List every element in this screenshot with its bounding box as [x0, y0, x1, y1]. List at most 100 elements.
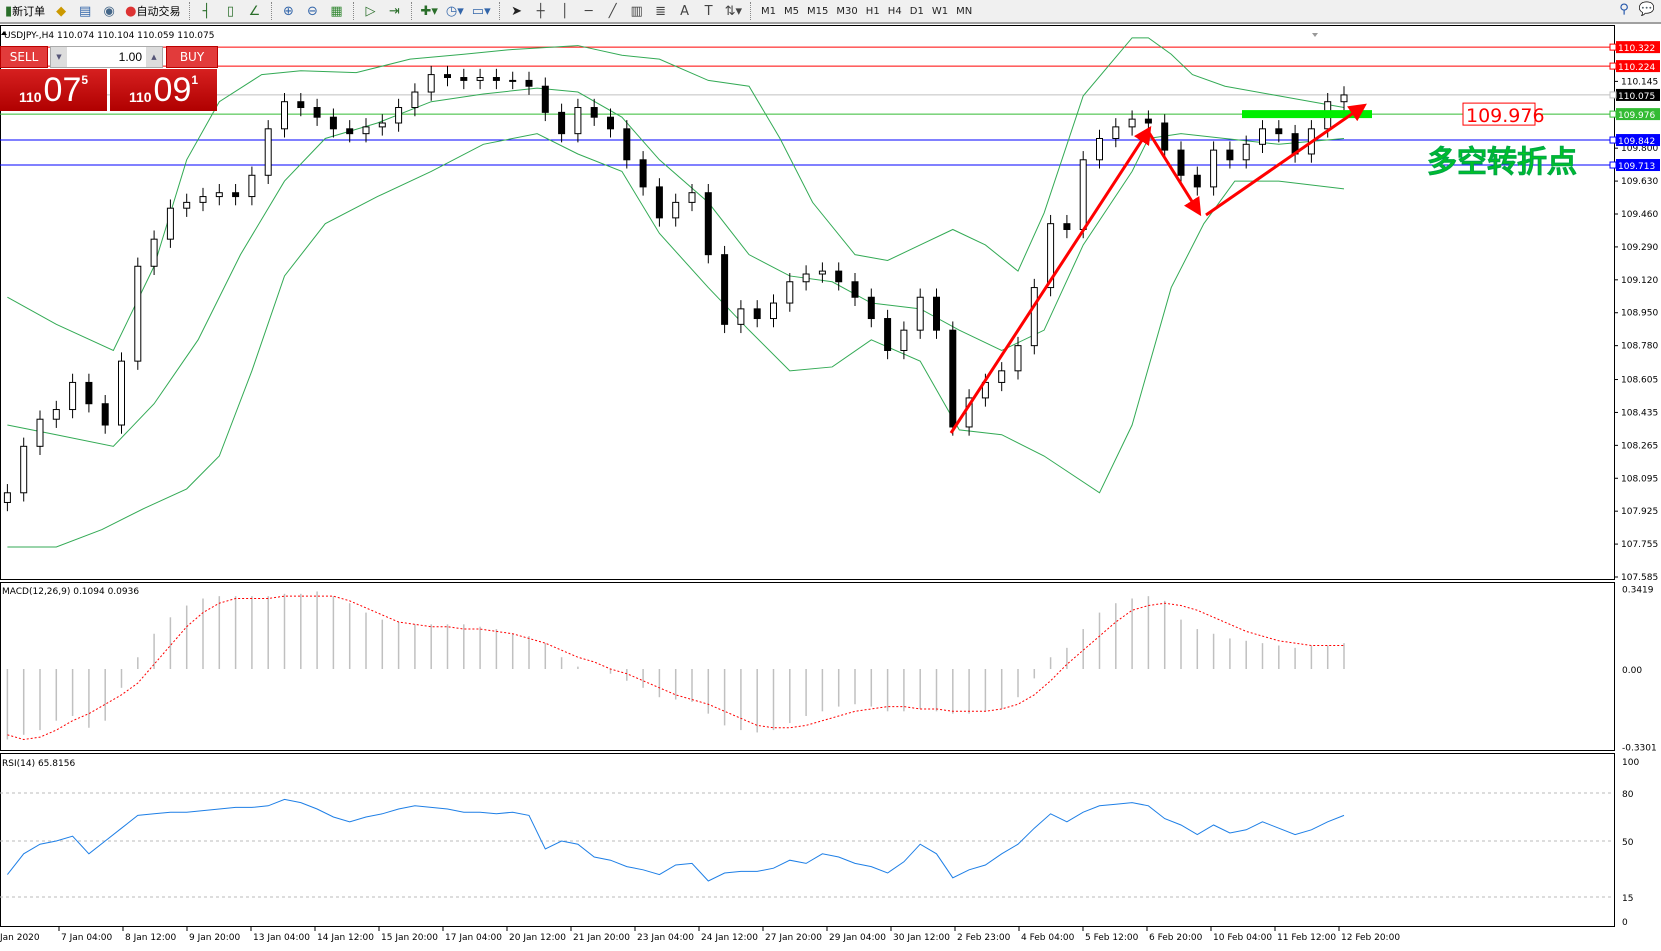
cursor-button[interactable]: ➤	[506, 1, 528, 21]
autoscroll-button[interactable]: ▷	[360, 1, 382, 21]
history-button[interactable]: ◆	[50, 1, 72, 21]
buy-button[interactable]: BUY	[166, 46, 218, 68]
line-handle[interactable]	[1609, 43, 1617, 51]
search-icon[interactable]: ⚲	[1619, 2, 1629, 17]
period-m15[interactable]: M15	[807, 5, 829, 17]
candle	[85, 381, 93, 405]
period-h4[interactable]: H4	[887, 5, 902, 17]
period-h1[interactable]: H1	[865, 5, 880, 17]
label-button[interactable]: T	[698, 1, 720, 21]
candle	[1096, 137, 1103, 161]
line-chart-button[interactable]: ∠	[244, 1, 266, 21]
period-w1[interactable]: W1	[931, 5, 949, 17]
candle	[900, 329, 908, 351]
period-m1[interactable]: M1	[761, 5, 777, 17]
period-mn[interactable]: MN	[956, 5, 973, 17]
chart-canvas[interactable]: USDJPY-,H4 110.074 110.104 110.059 110.0…	[0, 25, 1661, 948]
period-m30[interactable]: M30	[836, 5, 858, 17]
price-label-box[interactable]	[1462, 102, 1536, 126]
candle	[1112, 126, 1120, 139]
buy-price-pip: 1	[191, 73, 199, 87]
zoom-in-button[interactable]: ⊕	[278, 1, 300, 21]
arrows-icon: ⇅▾	[724, 3, 743, 19]
candle	[770, 302, 777, 320]
sell-button[interactable]: SELL	[0, 46, 48, 68]
line-handle[interactable]	[1609, 91, 1617, 99]
candle	[52, 409, 60, 420]
price-tick-label: 108.950	[1621, 309, 1658, 319]
buy-price[interactable]: 110 09 1	[110, 69, 217, 111]
channel-button[interactable]: ▥	[626, 1, 648, 21]
candle	[444, 74, 451, 79]
decrease-arrow-icon[interactable]: ▼	[51, 47, 67, 67]
new-order-button[interactable]: ▮ 新订单	[2, 1, 48, 21]
price-label: 110.224	[1618, 63, 1655, 73]
candle	[183, 201, 191, 209]
chat-icon[interactable]: 💬	[1638, 2, 1655, 17]
period-m5[interactable]: M5	[784, 5, 800, 17]
candle	[395, 107, 403, 124]
time-tick-label: 27 Jan 20:00	[765, 933, 822, 943]
new-order-icon: ▮	[5, 3, 13, 19]
period-button[interactable]: ◷▾	[443, 1, 467, 21]
period-selector: M1 M5 M15 M30 H1 H4 D1 W1 MN	[757, 1, 976, 21]
candle	[20, 445, 28, 494]
period-d1[interactable]: D1	[909, 5, 924, 17]
line-handle[interactable]	[1609, 136, 1617, 144]
trend-arrow[interactable]	[1146, 130, 1202, 217]
trend-arrow[interactable]	[1205, 103, 1367, 217]
price-label: 110.075	[1618, 92, 1655, 102]
fibonacci-button[interactable]: ≣	[650, 1, 672, 21]
bar-chart-button[interactable]: ┤	[196, 1, 218, 21]
chart-window[interactable]: USDJPY-,H4 110.074 110.104 110.059 110.0…	[0, 25, 1661, 948]
separator	[410, 2, 413, 20]
data-button[interactable]: ▤	[74, 1, 96, 21]
price-tick-label: 108.265	[1621, 441, 1658, 451]
price-tick-label: 109.290	[1621, 243, 1658, 253]
period-icon: ◷▾	[445, 3, 464, 19]
candle-chart-button[interactable]: ▯	[220, 1, 242, 21]
candle	[818, 270, 826, 275]
line-handle[interactable]	[1609, 161, 1617, 169]
collapse-triangle-icon[interactable]	[1, 31, 7, 35]
tile-button[interactable]: ▦	[326, 1, 348, 21]
candle	[215, 192, 223, 198]
bollinger-upper	[7, 37, 1345, 352]
shift-button[interactable]: ⇥	[384, 1, 406, 21]
crosshair-button[interactable]: ┼	[530, 1, 552, 21]
text-button[interactable]: A	[674, 1, 696, 21]
arrows-button[interactable]: ⇅▾	[722, 1, 745, 21]
auto-trading-button[interactable]: ● 自动交易	[122, 1, 183, 21]
candle	[802, 273, 810, 283]
trendline-button[interactable]: ╱	[602, 1, 624, 21]
time-tick-label: 30 Jan 12:00	[893, 933, 950, 943]
candle-chart-icon: ▯	[226, 3, 235, 19]
zoom-out-button[interactable]: ⊖	[302, 1, 324, 21]
candle	[655, 186, 663, 219]
turning-zone-bar[interactable]	[1242, 110, 1372, 119]
trend-arrow[interactable]	[949, 125, 1152, 434]
time-tick-label: 9 Jan 20:00	[189, 933, 241, 943]
quantity-input[interactable]	[67, 50, 146, 64]
candle	[492, 77, 500, 81]
chart-shift-marker-icon[interactable]	[1312, 33, 1318, 37]
quantity-stepper[interactable]: ▼ ▲	[50, 46, 163, 68]
macd-panel	[0, 582, 1615, 751]
indicators-button[interactable]: ✚▾	[418, 1, 441, 21]
vertical-line-button[interactable]: │	[554, 1, 576, 21]
auto-trading-icon: ●	[125, 3, 137, 19]
horizontal-line-button[interactable]: ─	[578, 1, 600, 21]
template-button[interactable]: ▭▾	[469, 1, 494, 21]
cursor-icon: ➤	[511, 3, 523, 19]
line-handle[interactable]	[1609, 62, 1617, 70]
signal-button[interactable]: ◉	[98, 1, 120, 21]
increase-arrow-icon[interactable]: ▲	[146, 47, 162, 67]
candle	[150, 238, 158, 267]
separator	[352, 2, 355, 20]
sell-price[interactable]: 110 07 5	[0, 69, 107, 111]
price-tick-label: 107.755	[1621, 540, 1658, 550]
candle	[590, 107, 598, 118]
line-handle[interactable]	[1609, 110, 1617, 118]
candle	[867, 296, 875, 320]
